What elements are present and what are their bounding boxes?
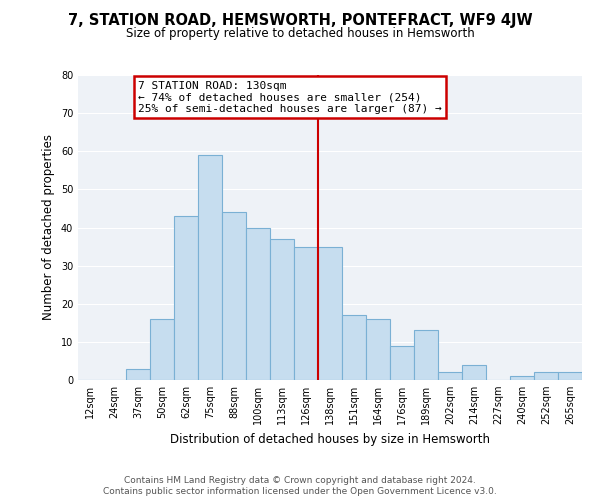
Bar — [150, 319, 174, 380]
Bar — [270, 239, 294, 380]
Bar — [510, 376, 534, 380]
Bar — [126, 368, 150, 380]
Bar — [462, 365, 486, 380]
Text: Contains public sector information licensed under the Open Government Licence v3: Contains public sector information licen… — [103, 487, 497, 496]
Bar — [318, 246, 342, 380]
Bar — [558, 372, 582, 380]
Bar — [414, 330, 438, 380]
X-axis label: Distribution of detached houses by size in Hemsworth: Distribution of detached houses by size … — [170, 432, 490, 446]
Bar — [246, 228, 270, 380]
Bar — [198, 155, 222, 380]
Bar — [534, 372, 558, 380]
Text: Size of property relative to detached houses in Hemsworth: Size of property relative to detached ho… — [125, 28, 475, 40]
Bar — [222, 212, 246, 380]
Bar — [342, 315, 366, 380]
Text: Contains HM Land Registry data © Crown copyright and database right 2024.: Contains HM Land Registry data © Crown c… — [124, 476, 476, 485]
Bar — [366, 319, 390, 380]
Bar — [294, 246, 318, 380]
Text: 7, STATION ROAD, HEMSWORTH, PONTEFRACT, WF9 4JW: 7, STATION ROAD, HEMSWORTH, PONTEFRACT, … — [68, 12, 532, 28]
Text: 7 STATION ROAD: 130sqm
← 74% of detached houses are smaller (254)
25% of semi-de: 7 STATION ROAD: 130sqm ← 74% of detached… — [138, 80, 442, 114]
Bar — [390, 346, 414, 380]
Bar — [174, 216, 198, 380]
Bar — [438, 372, 462, 380]
Y-axis label: Number of detached properties: Number of detached properties — [42, 134, 55, 320]
